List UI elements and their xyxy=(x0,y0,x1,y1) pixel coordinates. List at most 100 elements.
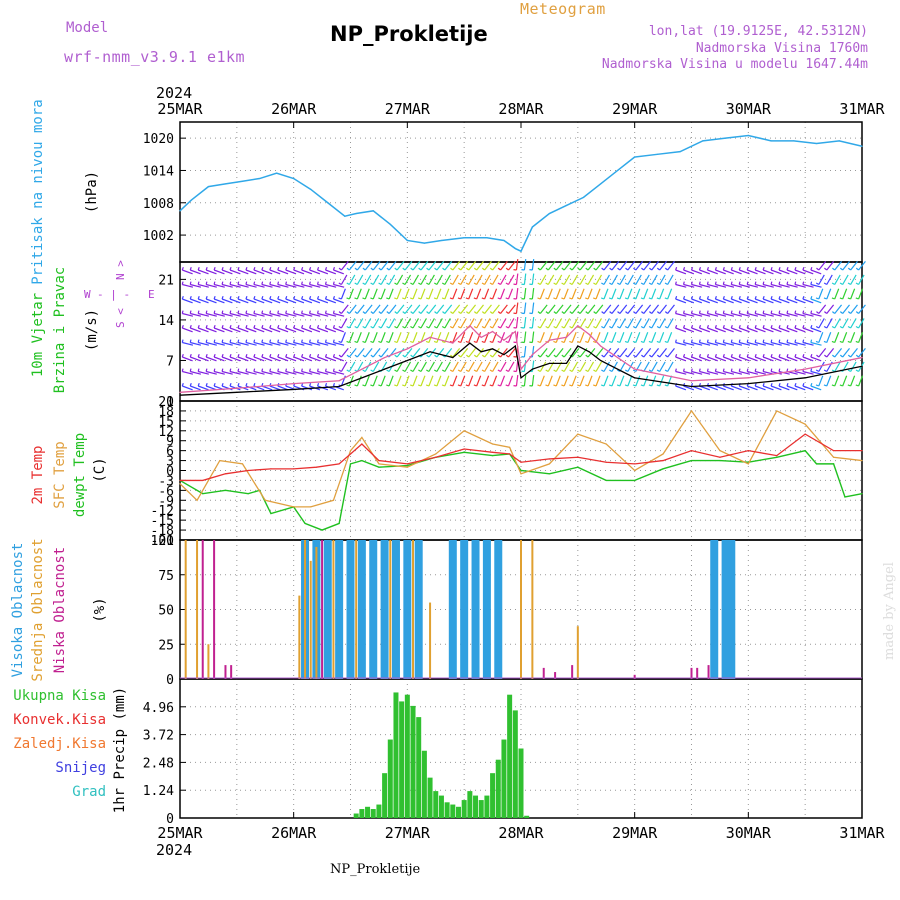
wind-barb xyxy=(380,375,386,387)
wind-barb-flag xyxy=(346,325,350,329)
wind-barb-flag xyxy=(229,339,232,343)
pressure-line-point xyxy=(327,202,329,204)
wind-barb-flag xyxy=(457,369,462,373)
surface-temp-line-point xyxy=(634,469,636,472)
cloud-bar-high xyxy=(448,540,457,679)
wind-barb xyxy=(317,356,329,362)
cloud-bar-mid xyxy=(298,595,301,679)
wind-barb xyxy=(404,304,413,314)
wind-barb-flag xyxy=(839,325,843,329)
wind-barb xyxy=(739,283,751,288)
wind-barb xyxy=(571,288,577,300)
wind-barb-flag xyxy=(301,266,304,271)
wind-barb-flag xyxy=(577,311,581,314)
wind-barb xyxy=(492,361,499,372)
wind-barb-flag xyxy=(205,310,208,314)
wind-barb xyxy=(364,274,372,285)
wind-barb-flag xyxy=(569,325,573,329)
wind-barb xyxy=(245,269,257,275)
wind-barb xyxy=(579,361,587,372)
wind-barb xyxy=(595,304,604,314)
precip-bar xyxy=(518,748,524,818)
wind-barb xyxy=(754,327,766,333)
wind-barb-flag xyxy=(754,281,757,285)
wind-barb xyxy=(675,385,687,391)
wind-barb-flag xyxy=(664,311,669,314)
wind-barb xyxy=(587,375,593,387)
wind-barb xyxy=(547,348,556,358)
wind-barb xyxy=(539,375,545,387)
wind-barb xyxy=(380,261,389,271)
wind-barb xyxy=(309,370,321,375)
y-tick-label: 7 xyxy=(166,354,174,369)
wind-barb xyxy=(499,375,506,387)
wind-speed-line-point xyxy=(634,377,636,379)
wind-barb-flag xyxy=(569,297,573,300)
wind-barb-flag xyxy=(301,353,304,358)
wind-barb-flag xyxy=(585,354,589,358)
wind-barb-flag xyxy=(277,310,280,314)
wind-barb xyxy=(293,356,305,362)
wind-barb xyxy=(667,348,675,358)
wind-barb-flag xyxy=(738,353,741,358)
pressure-line-point xyxy=(582,196,585,198)
x-tick-label-top: 26MAR xyxy=(271,100,317,118)
cloud-bar-low xyxy=(554,672,557,679)
wind-barb-flag xyxy=(481,340,485,344)
wind-barb xyxy=(842,274,849,285)
wind-barb-flag xyxy=(625,354,629,358)
wind-barb xyxy=(531,273,535,285)
y-tick-label: 21 xyxy=(158,395,174,410)
wind-barb xyxy=(468,261,477,271)
wind-barb-flag xyxy=(706,310,709,314)
wind-barb-flag xyxy=(561,354,565,358)
wind-barb xyxy=(571,361,579,372)
wind-barb xyxy=(643,332,649,343)
wind-barb-flag xyxy=(561,297,565,300)
wind-barb xyxy=(500,304,508,314)
wind-barb xyxy=(468,288,474,300)
cloud-bar-high xyxy=(414,540,423,679)
wind-barb xyxy=(563,375,569,387)
wind-barb-flag xyxy=(338,297,342,300)
wind-barb-flag xyxy=(261,295,264,300)
wind-barb-flag xyxy=(253,353,256,358)
wind-barb-flag xyxy=(497,282,501,286)
wind-barb xyxy=(476,361,483,372)
wind-barb xyxy=(762,283,774,288)
wind-barb-flag xyxy=(213,368,216,372)
wind-barb-flag xyxy=(786,353,789,358)
wind-barb-flag xyxy=(181,339,184,343)
wind-barb-flag xyxy=(616,369,621,373)
wind-barb-flag xyxy=(253,368,256,372)
wind-barb xyxy=(834,318,841,329)
wind-barb xyxy=(627,288,633,300)
wind-barb xyxy=(205,312,217,317)
wind-barb-flag xyxy=(714,266,717,271)
y-tick-label: -9 xyxy=(158,494,174,509)
wind-barb xyxy=(699,269,710,275)
wind-barb-flag xyxy=(354,297,358,300)
wind-barb xyxy=(603,375,609,387)
wind-barb xyxy=(834,361,841,372)
wind-barb xyxy=(198,312,209,317)
wind-barb xyxy=(348,304,357,314)
wind-barb xyxy=(460,261,469,271)
wind-barb xyxy=(651,288,657,300)
precip-bar xyxy=(495,759,501,818)
wind-barb-flag xyxy=(847,282,851,286)
wind-barb xyxy=(715,327,726,333)
wind-barb xyxy=(237,283,249,288)
x-tick-label-top: 29MAR xyxy=(612,100,658,118)
wind-barb xyxy=(404,274,412,285)
temp-axis-unit: (C) xyxy=(92,457,108,482)
y-tick-label: 2.48 xyxy=(143,756,174,771)
wind-barb-flag xyxy=(632,384,637,387)
wind-barb xyxy=(826,375,832,387)
wind-barb xyxy=(221,269,233,275)
wind-barb-flag xyxy=(810,368,813,372)
wind-barb xyxy=(301,341,313,346)
cloud-bar-mid xyxy=(412,540,415,679)
wind-barb xyxy=(293,269,305,275)
